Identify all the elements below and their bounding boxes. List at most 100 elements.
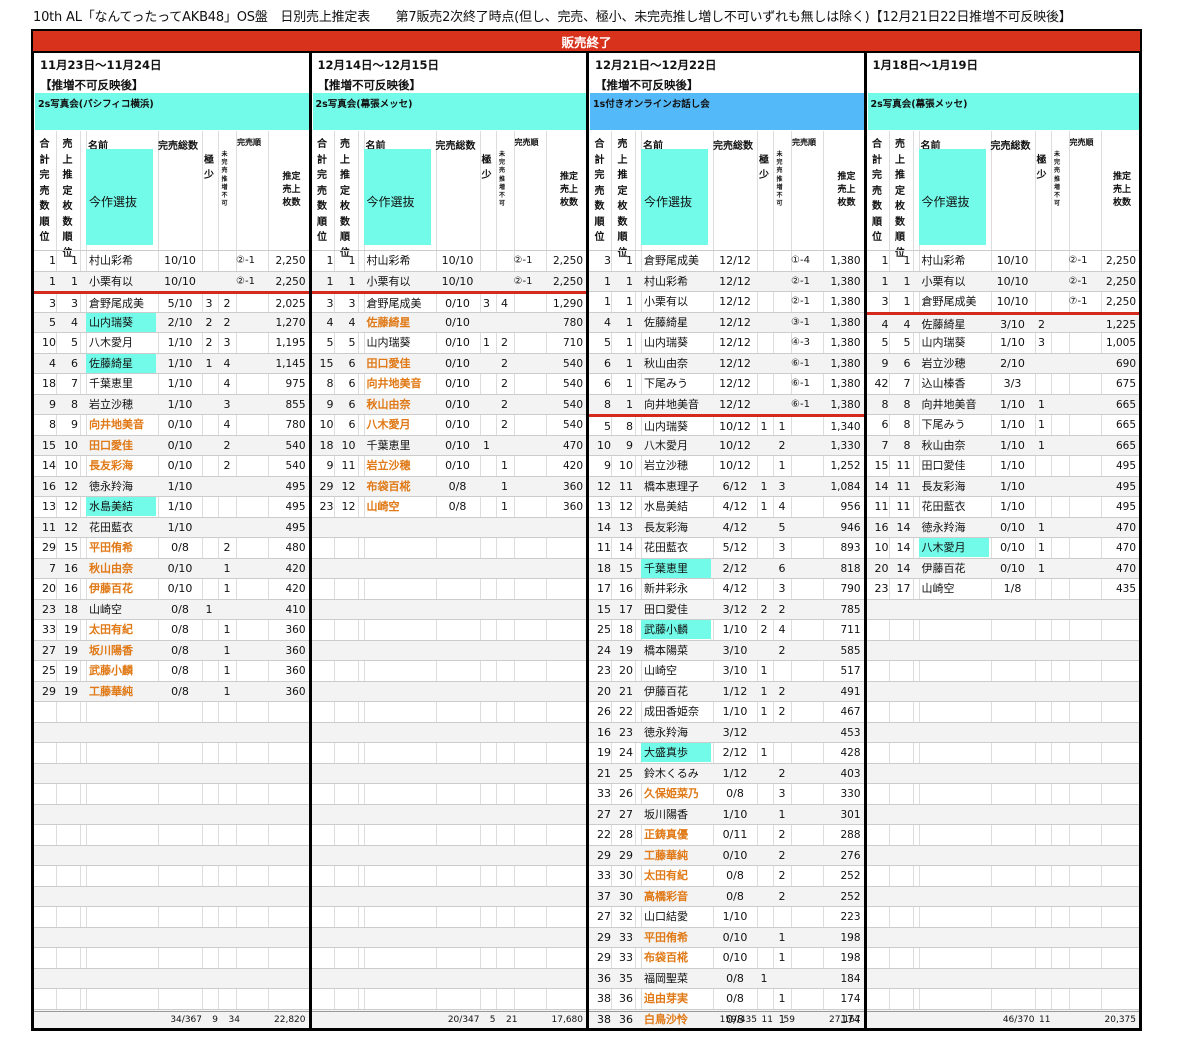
est-sales: 540 bbox=[562, 357, 583, 370]
est-rank: 1 bbox=[626, 315, 633, 329]
table-row bbox=[311, 824, 586, 845]
total-rank: 1 bbox=[326, 254, 334, 267]
est-sales: 818 bbox=[840, 562, 861, 575]
est-sales: 785 bbox=[840, 603, 861, 616]
sold-total: 0/10 bbox=[445, 315, 470, 329]
member-name: 小栗有以 bbox=[921, 274, 966, 288]
table-row: 20 14 伊藤百花 0/10 1 470 bbox=[866, 557, 1139, 578]
table-row: 36 35 福岡聖菜 0/8 1 184 bbox=[589, 967, 864, 988]
member-name: 秋山由奈 bbox=[644, 356, 688, 370]
sold-total: 0/10 bbox=[1000, 520, 1025, 534]
est-sales: 2,250 bbox=[1105, 255, 1136, 267]
member-name: 佐藤綺星 bbox=[366, 315, 411, 329]
table-row: 12 11 橋本恵理子 6/12 1 3 1,084 bbox=[589, 475, 864, 496]
table-row: 20 16 伊藤百花 0/10 1 420 bbox=[34, 578, 309, 599]
sold-total: 3/12 bbox=[722, 725, 748, 739]
table-row: 4 1 佐藤綺星 12/12 ③-1 1,380 bbox=[589, 311, 864, 332]
total-rank: 10 bbox=[874, 541, 889, 554]
table-row: 14 11 長友彩海 1/10 495 bbox=[866, 475, 1139, 496]
est-rank: 23 bbox=[619, 725, 633, 739]
table-row: 8 9 向井地美音 0/10 4 780 bbox=[34, 414, 309, 435]
panel-note: 【推増不可反映後】 bbox=[40, 78, 144, 92]
total-rank: 19 bbox=[597, 746, 611, 759]
est-sales: 495 bbox=[1115, 501, 1136, 513]
sold-total: 0/10 bbox=[167, 438, 193, 452]
member-name: 正鋳真優 bbox=[644, 828, 688, 841]
sold-total: 10/12 bbox=[719, 438, 751, 452]
header-selection: 今作選抜 bbox=[363, 149, 431, 245]
totals-row: 159/435 11 59 27,167 bbox=[589, 1011, 864, 1028]
total-sales: 17,680 bbox=[551, 1015, 584, 1025]
column-divider bbox=[990, 131, 992, 1028]
est-rank: 1 bbox=[903, 274, 911, 288]
member-name: 坂川陽香 bbox=[644, 807, 688, 821]
est-sales: 495 bbox=[285, 521, 306, 534]
total-rank: 25 bbox=[42, 664, 56, 677]
kyoku-count: 1 bbox=[760, 746, 768, 759]
est-sales: 2,025 bbox=[275, 298, 306, 310]
table-row: 8 1 向井地美音 12/12 ⑥-1 1,380 bbox=[589, 393, 864, 414]
panel-date: 12月21日〜12月22日 bbox=[595, 58, 717, 72]
table-row bbox=[34, 742, 309, 763]
table-row bbox=[34, 803, 309, 824]
member-name: 村山彩希 bbox=[921, 254, 966, 267]
table-body: 1 1 村山彩希 10/10 ②-1 2,250 1 1 小栗有以 10/10 ②-1 2,250 3 1… bbox=[866, 250, 1139, 1028]
est-sales: 540 bbox=[562, 419, 583, 431]
sold-total: 0/8 bbox=[171, 623, 189, 636]
est-sales: 174 bbox=[840, 1013, 861, 1026]
table-row: 38 36 迫由芽実 0/8 1 174 bbox=[589, 988, 864, 1009]
table-row bbox=[34, 885, 309, 906]
est-rank: 10 bbox=[64, 459, 78, 472]
table-row: 9 10 岩立沙穂 10/12 1 1,252 bbox=[589, 455, 864, 476]
member-name: 山内瑞葵 bbox=[644, 420, 688, 433]
sold-order: ②-1 bbox=[791, 296, 810, 307]
member-name: 千葉恵里 bbox=[366, 438, 411, 452]
est-rank: 5 bbox=[903, 336, 911, 349]
mikanbai-count: 2 bbox=[778, 889, 786, 903]
table-row: 1 1 村山彩希 12/12 ②-1 1,380 bbox=[589, 270, 864, 291]
est-sales: 540 bbox=[562, 398, 583, 411]
table-row: 5 5 山内瑞葵 1/10 3 1,005 bbox=[866, 332, 1139, 353]
status-banner: 販売終了 bbox=[31, 29, 1142, 53]
mikanbai-count: 1 bbox=[501, 459, 508, 472]
table-row bbox=[311, 906, 586, 927]
est-sales: 2,250 bbox=[275, 275, 306, 288]
est-sales: 1,330 bbox=[830, 439, 861, 452]
header-est-sales: 推定 売上 枚数 bbox=[1112, 172, 1131, 208]
column-divider bbox=[333, 131, 335, 1028]
total-rank: 33 bbox=[597, 869, 611, 882]
sold-total: 0/8 bbox=[171, 541, 189, 554]
column-divider bbox=[80, 131, 81, 1028]
sold-order: ⑥-1 bbox=[791, 357, 810, 369]
kyoku-count: 3 bbox=[1038, 336, 1045, 349]
mikanbai-count: 3 bbox=[778, 582, 786, 595]
est-sales: 975 bbox=[285, 378, 306, 390]
sold-total: 1/12 bbox=[722, 684, 748, 698]
table-row: 33 19 太田有紀 0/8 1 360 bbox=[34, 619, 309, 640]
est-sales: 470 bbox=[1115, 562, 1136, 575]
sold-total: 12/12 bbox=[719, 397, 751, 411]
total-rank: 15 bbox=[42, 438, 56, 452]
sold-total: 1/10 bbox=[167, 336, 193, 349]
column-divider bbox=[791, 131, 792, 1028]
sold-total: 4/12 bbox=[722, 582, 748, 595]
est-rank: 10 bbox=[64, 438, 78, 452]
est-sales: 491 bbox=[840, 685, 861, 698]
total-sales: 22,820 bbox=[274, 1015, 306, 1025]
member-name: 新井彩永 bbox=[644, 582, 688, 595]
total-rank: 16 bbox=[597, 725, 611, 739]
table-row: 16 23 徳永羚海 3/12 453 bbox=[589, 721, 864, 742]
est-rank: 1 bbox=[71, 254, 78, 267]
est-rank: 36 bbox=[619, 1012, 633, 1026]
mikanbai-count: 1 bbox=[778, 951, 786, 964]
table-row bbox=[34, 1008, 309, 1028]
est-rank: 16 bbox=[64, 582, 78, 595]
table-row: 7 16 秋山由奈 0/10 1 420 bbox=[34, 557, 309, 578]
sold-total: 0/8 bbox=[448, 479, 467, 493]
kyoku-count: 2 bbox=[760, 623, 768, 636]
table-row: 14 10 長友彩海 0/10 2 540 bbox=[34, 455, 309, 476]
table-row: 6 8 下尾みう 1/10 1 665 bbox=[866, 414, 1139, 435]
member-name: 橋本陽菜 bbox=[644, 643, 688, 657]
kyoku-count: 1 bbox=[760, 420, 768, 433]
header-total-rank: 合計完売数順位 bbox=[872, 139, 882, 243]
